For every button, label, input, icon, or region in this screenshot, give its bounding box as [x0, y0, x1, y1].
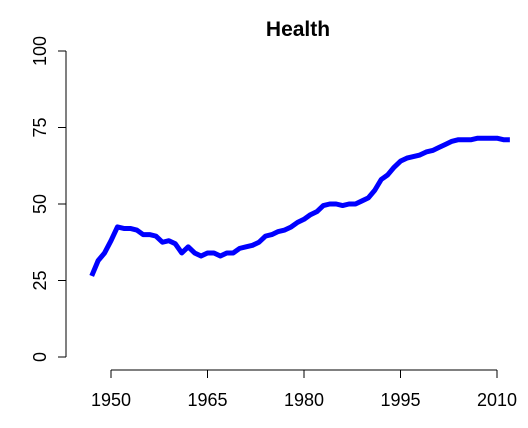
y-tick-label: 0 [30, 352, 50, 362]
y-tick-label: 100 [30, 36, 50, 66]
y-tick-label: 75 [30, 117, 50, 137]
y-tick-label: 50 [30, 194, 50, 214]
y-tick-label: 25 [30, 270, 50, 290]
data-line [89, 135, 510, 277]
x-tick-label: 2010 [477, 390, 517, 410]
chart-title: Health [266, 18, 330, 41]
x-tick-label: 1980 [284, 390, 324, 410]
x-tick-label: 1965 [187, 390, 227, 410]
x-tick-label: 1995 [380, 390, 420, 410]
x-tick-label: 1950 [91, 390, 131, 410]
